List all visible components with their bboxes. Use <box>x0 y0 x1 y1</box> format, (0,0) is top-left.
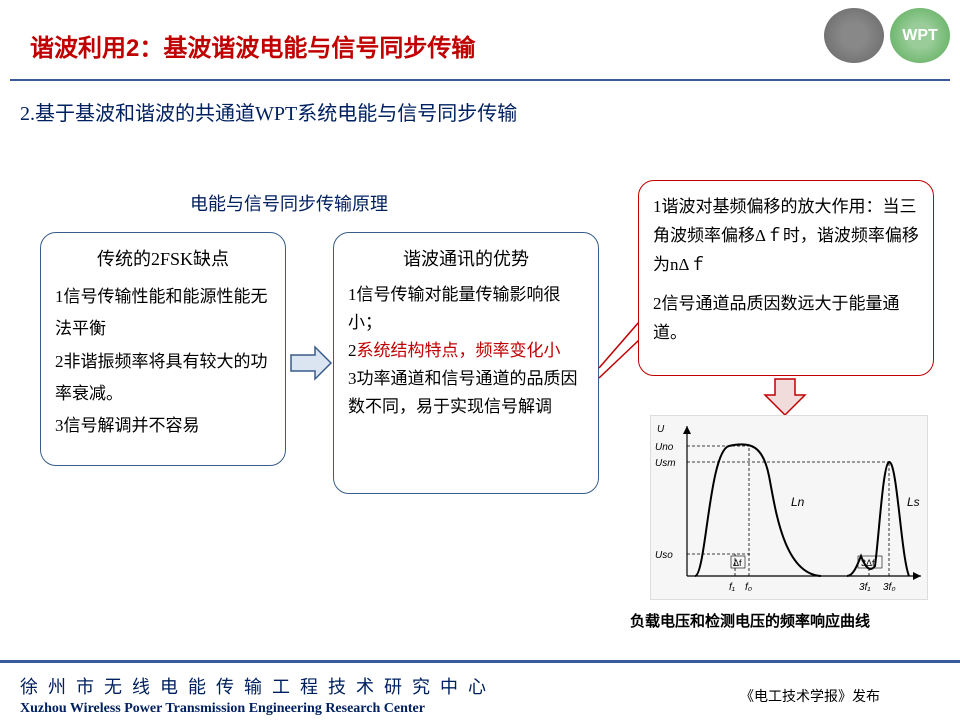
x-label-f1: f₁ <box>729 582 735 593</box>
page-title: 谐波利用2：基波谐波电能与信号同步传输 <box>30 35 475 62</box>
callout-connector-icon <box>598 320 640 380</box>
box2-title: 谐波通讯的优势 <box>348 245 584 271</box>
box1-line1: 1信号传输性能和能源性能无法平衡 <box>55 281 271 346</box>
x-label-3f0: 3f₀ <box>883 582 896 593</box>
chart-svg: U Uno Usm Uso f₁ f₀ 3f₁ 3f₀ Ln Ls Δf 3Δf <box>651 416 929 601</box>
box2-body: 1信号传输对能量传输影响很小； 2系统结构特点，频率变化小 3功率通道和信号通道… <box>348 281 584 421</box>
subtitle-text: 基于基波和谐波的共通道WPT系统电能与信号同步传输 <box>35 103 517 125</box>
box1-title: 传统的2FSK缺点 <box>55 245 271 271</box>
right-arrow-icon <box>289 345 333 381</box>
box-harmonic-advantages: 谐波通讯的优势 1信号传输对能量传输影响很小； 2系统结构特点，频率变化小 3功… <box>333 232 599 494</box>
x-label-f0: f₀ <box>745 582 752 593</box>
y-label-Uso: Uso <box>655 550 673 561</box>
wpt-logo-icon: WPT <box>890 8 950 63</box>
box2-line2: 2系统结构特点，频率变化小 <box>348 337 584 365</box>
y-label-Usm: Usm <box>655 458 676 469</box>
box1-line3: 3信号解调并不容易 <box>55 410 271 442</box>
box2-line2a: 2 <box>348 341 357 360</box>
university-logo-icon <box>824 8 884 63</box>
box2-line2-red: 系统结构特点，频率变化小 <box>357 341 561 360</box>
curve-label-Ls: Ls <box>907 495 920 509</box>
callout-body: 1谐波对基频偏移的放大作用：当三角波频率偏移Δｆ时，谐波频率偏移为nΔｆ 2信号… <box>653 193 919 347</box>
chart-caption: 负载电压和检测电压的频率响应曲线 <box>630 610 870 631</box>
logo-area: WPT <box>824 8 950 63</box>
frequency-response-chart: U Uno Usm Uso f₁ f₀ 3f₁ 3f₀ Ln Ls Δf 3Δf <box>650 415 928 600</box>
box2-line1: 1信号传输对能量传输影响很小； <box>348 281 584 337</box>
y-label-Uno: Uno <box>655 442 674 453</box>
subtitle-prefix: 2. <box>20 103 35 125</box>
footer-zh: 徐州市无线电能传输工程技术研究中心 <box>20 673 496 699</box>
callout-explanation: 1谐波对基频偏移的放大作用：当三角波频率偏移Δｆ时，谐波频率偏移为nΔｆ 2信号… <box>638 180 934 376</box>
callout-p2: 2信号通道品质因数远大于能量通道。 <box>653 290 919 348</box>
title-bar: 谐波利用2：基波谐波电能与信号同步传输 <box>0 0 960 73</box>
box1-body: 1信号传输性能和能源性能无法平衡 2非谐振频率将具有较大的功率衰减。 3信号解调… <box>55 281 271 442</box>
subtitle: 2.基于基波和谐波的共通道WPT系统电能与信号同步传输 <box>0 81 960 126</box>
delta-f: Δf <box>733 558 742 568</box>
footer-left: 徐州市无线电能传输工程技术研究中心 Xuzhou Wireless Power … <box>20 673 496 717</box>
footer-en: Xuzhou Wireless Power Transmission Engin… <box>20 701 496 717</box>
box1-line2: 2非谐振频率将具有较大的功率衰减。 <box>55 346 271 411</box>
x-label-3f1: 3f₁ <box>859 582 871 593</box>
callout-p1: 1谐波对基频偏移的放大作用：当三角波频率偏移Δｆ时，谐波频率偏移为nΔｆ <box>653 193 919 280</box>
down-arrow-icon <box>763 377 807 417</box>
y-label-U: U <box>657 424 665 435</box>
wpt-logo-text: WPT <box>902 27 938 45</box>
principle-label: 电能与信号同步传输原理 <box>190 190 388 216</box>
footer-publisher: 《电工技术学报》发布 <box>740 686 880 706</box>
delta-3f: 3Δf <box>861 558 875 568</box>
box2-line3: 3功率通道和信号通道的品质因数不同，易于实现信号解调 <box>348 365 584 421</box>
box-2fsk-drawbacks: 传统的2FSK缺点 1信号传输性能和能源性能无法平衡 2非谐振频率将具有较大的功… <box>40 232 286 466</box>
curve-label-Ln: Ln <box>791 495 805 509</box>
